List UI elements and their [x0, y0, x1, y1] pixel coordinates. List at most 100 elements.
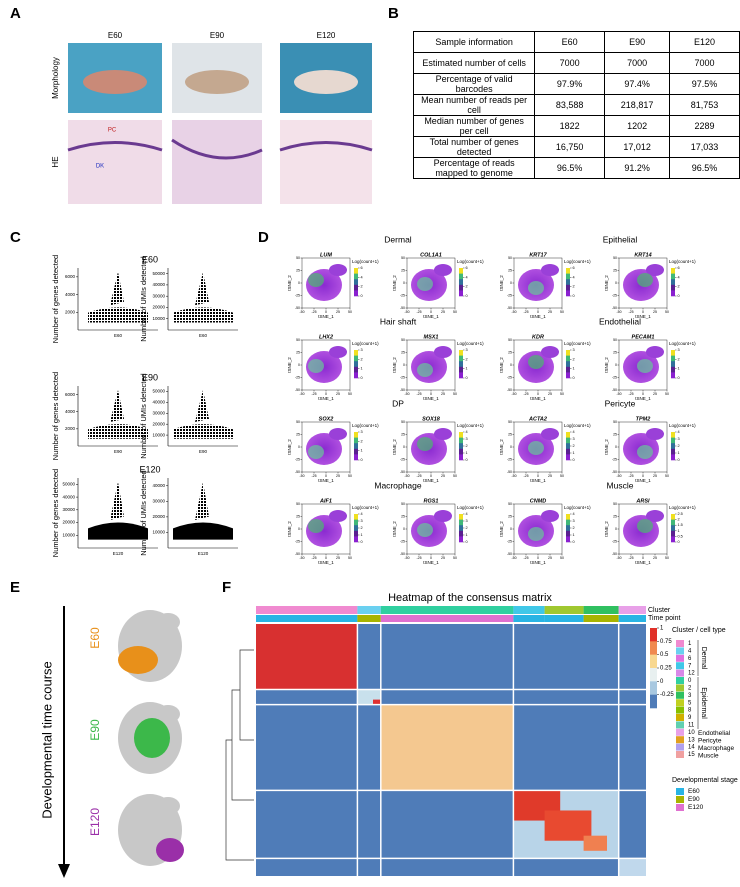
y-axis-label: tSNE_2 — [392, 521, 397, 537]
colorbar — [459, 366, 463, 373]
panel-label: C — [10, 229, 21, 246]
y-tick-label: 50 — [296, 338, 300, 342]
heatmap-title: Heatmap of the consensus matrix — [388, 592, 552, 604]
legend-label: 10 — [688, 730, 695, 736]
legend-swatch — [676, 788, 684, 795]
colorbar-label: 3 — [466, 348, 468, 352]
he-photo — [172, 120, 262, 204]
y-tick-label: 25 — [401, 350, 405, 354]
colorbar — [671, 290, 675, 297]
x-tick-label: 25 — [441, 310, 445, 314]
table-cell: 16,750 — [534, 136, 606, 158]
x-tick-label: 0 — [325, 310, 327, 314]
legend-swatch — [676, 804, 684, 811]
x-tick-label: -50 — [299, 556, 304, 560]
colorbar-label: 3 — [573, 348, 575, 352]
gene-name: AIF1 — [319, 498, 332, 504]
y-tick-label: 10000 — [62, 532, 75, 537]
colorbar — [354, 454, 358, 461]
expression — [417, 363, 433, 377]
animal — [83, 70, 147, 94]
tissue — [279, 141, 373, 152]
legend-label: E60 — [688, 788, 700, 795]
x-tick-label: 25 — [548, 310, 552, 314]
x-axis-label: tSNE_1 — [423, 314, 439, 319]
colorbar — [459, 290, 463, 297]
colorbar-label: 2 — [466, 526, 468, 530]
colorbar — [459, 432, 463, 438]
expression — [417, 523, 433, 537]
cells — [173, 522, 233, 540]
table-cell: 218,817 — [604, 94, 670, 116]
y-tick-label: 25 — [508, 350, 512, 354]
x-tick-label: -50 — [404, 392, 409, 396]
row-label: HE — [51, 156, 60, 167]
x-tick-label: -25 — [523, 392, 528, 396]
colorbar — [566, 290, 570, 297]
x-tick-label: -50 — [299, 310, 304, 314]
x-tick-label: 25 — [548, 392, 552, 396]
colorbar-label: 1 — [678, 367, 680, 371]
y-tick-label: 25 — [401, 514, 405, 518]
y-axis-label: Number of genes detected — [51, 372, 60, 460]
colorbar — [354, 355, 358, 362]
stage-cells — [134, 718, 170, 758]
colorbar — [671, 437, 675, 444]
legend-title: Log(count+1) — [669, 505, 696, 510]
y-tick-label: -50 — [612, 470, 617, 474]
heatmap-block — [380, 704, 514, 791]
colorbar — [354, 279, 358, 286]
colorbar — [671, 525, 675, 532]
x-tick-label: E120 — [198, 551, 209, 556]
y-tick-label: 50 — [508, 420, 512, 424]
animal — [185, 70, 249, 94]
x-tick-label: -50 — [404, 474, 409, 478]
colorbar — [671, 355, 675, 362]
colorbar-label: -0.25 — [660, 692, 674, 698]
colorbar — [459, 268, 463, 274]
x-tick-label: 50 — [453, 556, 457, 560]
colorbar-label: 2 — [573, 444, 575, 448]
x-tick-label: -50 — [616, 310, 621, 314]
legend-title: Log(count+1) — [669, 341, 696, 346]
table-cell: 17,033 — [669, 136, 740, 158]
expression — [637, 273, 653, 287]
x-axis-label: tSNE_1 — [423, 478, 439, 483]
row-label: Morphology — [51, 57, 60, 99]
colorbar — [459, 355, 463, 362]
y-axis-label: Number of UMIs detected — [139, 470, 148, 555]
colorbar — [354, 350, 358, 356]
y-tick-label: 50 — [613, 502, 617, 506]
y-tick-label: 25 — [401, 432, 405, 436]
info-table: Sample information E60 E90 E120 Estimated nu… — [412, 31, 740, 179]
y-tick-label: 25 — [508, 268, 512, 272]
x-tick-label: 0 — [430, 310, 432, 314]
legend-label: 11 — [688, 722, 695, 728]
colorbar — [566, 437, 570, 444]
cell-cloud — [156, 797, 180, 815]
cells — [173, 307, 233, 323]
colorbar — [671, 530, 675, 537]
time-bar — [618, 615, 646, 622]
y-tick-label: 25 — [296, 350, 300, 354]
colorbar-label: 1 — [573, 451, 575, 455]
bar-label: Time point — [648, 615, 680, 622]
colorbar — [671, 519, 675, 526]
cluster-bar — [380, 606, 514, 614]
outliers — [110, 482, 124, 520]
y-axis-label: tSNE_2 — [392, 357, 397, 373]
x-tick-label: 50 — [348, 392, 352, 396]
colorbar — [566, 350, 570, 356]
colorbar — [671, 268, 675, 274]
table-cell: Percentage of reads mapped to genome — [412, 157, 536, 179]
y-tick-label: -50 — [295, 306, 300, 310]
x-tick-label: 0 — [430, 474, 432, 478]
x-axis-label: tSNE_1 — [318, 478, 334, 483]
section-title: Muscle — [607, 480, 634, 490]
legend-label: 15 — [688, 752, 695, 758]
x-tick-label: -50 — [404, 310, 409, 314]
colorbar-label: 2.5 — [678, 512, 683, 516]
x-tick-label: -50 — [511, 392, 516, 396]
panel-label: A — [10, 5, 21, 22]
legend-label: E90 — [688, 796, 700, 803]
